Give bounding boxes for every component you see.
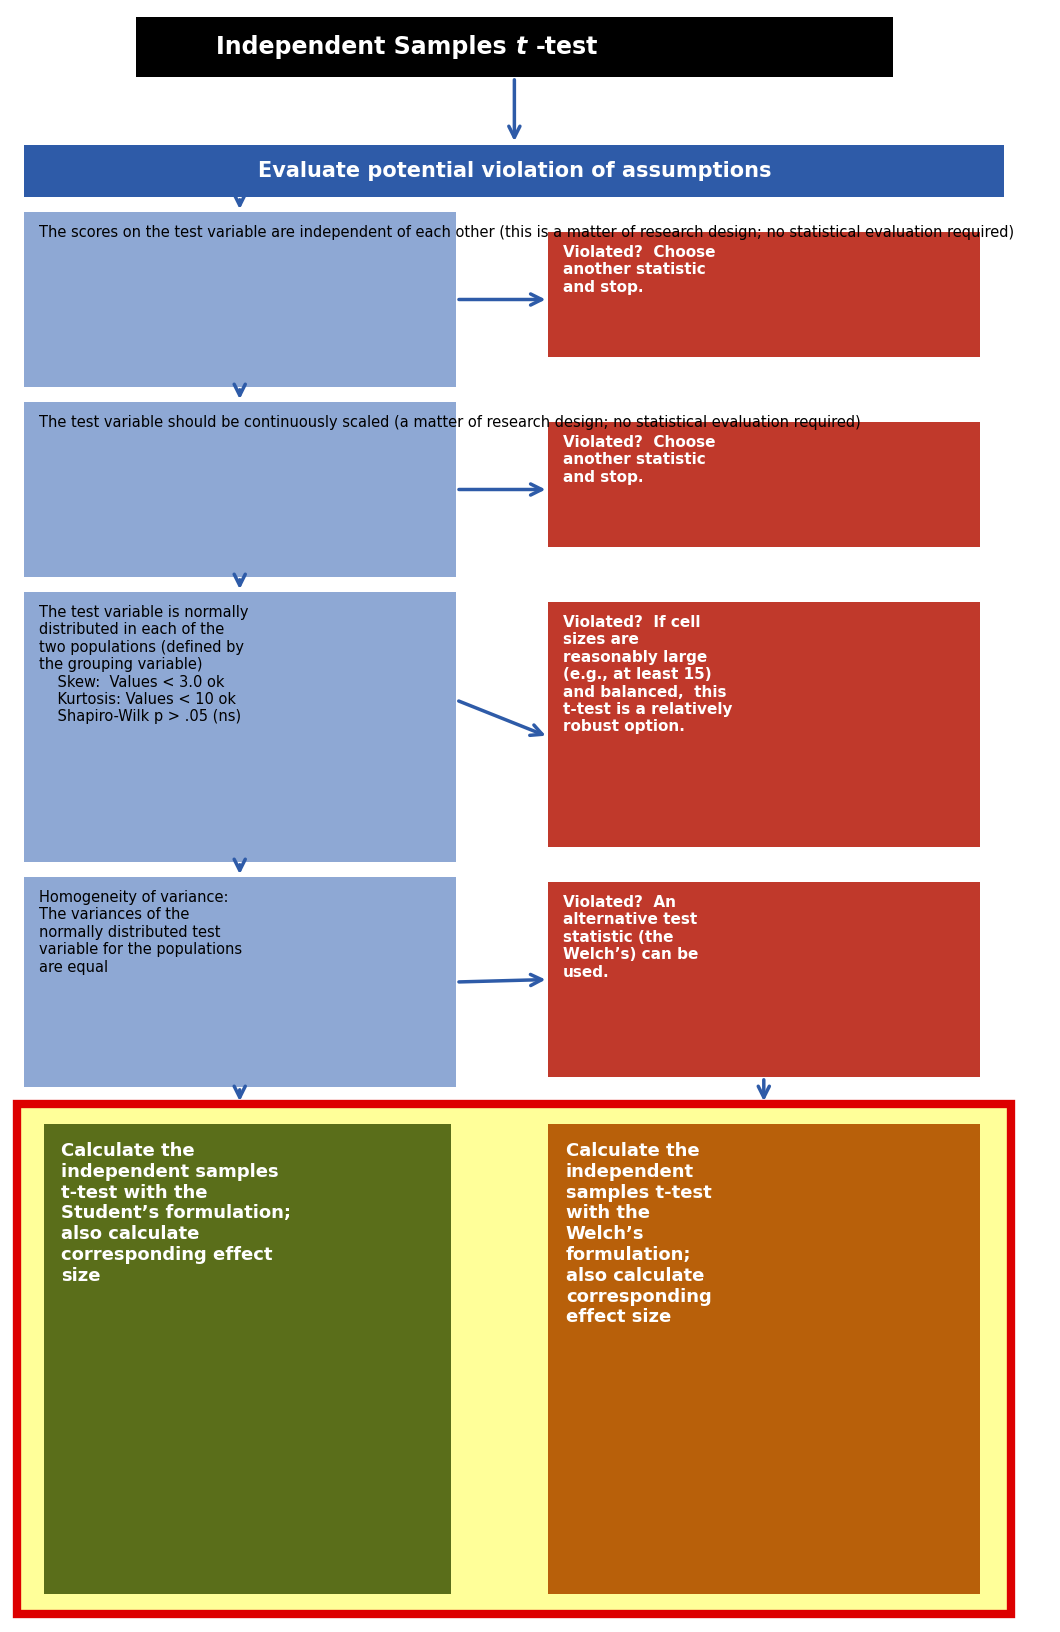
Text: Violated?  An
alternative test
statistic (the
Welch’s) can be
used.: Violated? An alternative test statistic … <box>563 894 699 979</box>
FancyBboxPatch shape <box>548 232 980 357</box>
FancyBboxPatch shape <box>548 602 980 847</box>
Text: The test variable should be continuously scaled (a matter of research design; no: The test variable should be continuously… <box>39 415 861 429</box>
Text: Calculate the
independent samples
t-test with the
Student’s formulation;
also ca: Calculate the independent samples t-test… <box>61 1142 292 1284</box>
FancyBboxPatch shape <box>548 1124 980 1594</box>
Text: Violated?  If cell
sizes are
reasonably large
(e.g., at least 15)
and balanced, : Violated? If cell sizes are reasonably l… <box>563 615 732 734</box>
FancyBboxPatch shape <box>24 212 456 387</box>
Text: -test: -test <box>535 34 598 59</box>
Text: Homogeneity of variance:
The variances of the
normally distributed test
variable: Homogeneity of variance: The variances o… <box>39 889 242 974</box>
Text: t: t <box>516 34 528 59</box>
FancyBboxPatch shape <box>24 876 456 1087</box>
FancyBboxPatch shape <box>548 423 980 547</box>
FancyBboxPatch shape <box>136 16 893 77</box>
FancyBboxPatch shape <box>24 592 456 862</box>
Text: Evaluate potential violation of assumptions: Evaluate potential violation of assumpti… <box>258 162 771 181</box>
Text: Violated?  Choose
another statistic
and stop.: Violated? Choose another statistic and s… <box>563 436 716 485</box>
Text: The test variable is normally
distributed in each of the
two populations (define: The test variable is normally distribute… <box>39 605 248 725</box>
FancyBboxPatch shape <box>24 145 1005 197</box>
Text: Violated?  Choose
another statistic
and stop.: Violated? Choose another statistic and s… <box>563 245 716 295</box>
FancyBboxPatch shape <box>24 401 456 578</box>
Text: The scores on the test variable are independent of each other (this is a matter : The scores on the test variable are inde… <box>39 225 1014 240</box>
Text: Independent Samples: Independent Samples <box>215 34 514 59</box>
FancyBboxPatch shape <box>548 881 980 1077</box>
FancyBboxPatch shape <box>43 1124 452 1594</box>
FancyBboxPatch shape <box>17 1103 1011 1614</box>
Text: Calculate the
independent
samples t-test
with the
Welch’s
formulation;
also calc: Calculate the independent samples t-test… <box>566 1142 711 1327</box>
